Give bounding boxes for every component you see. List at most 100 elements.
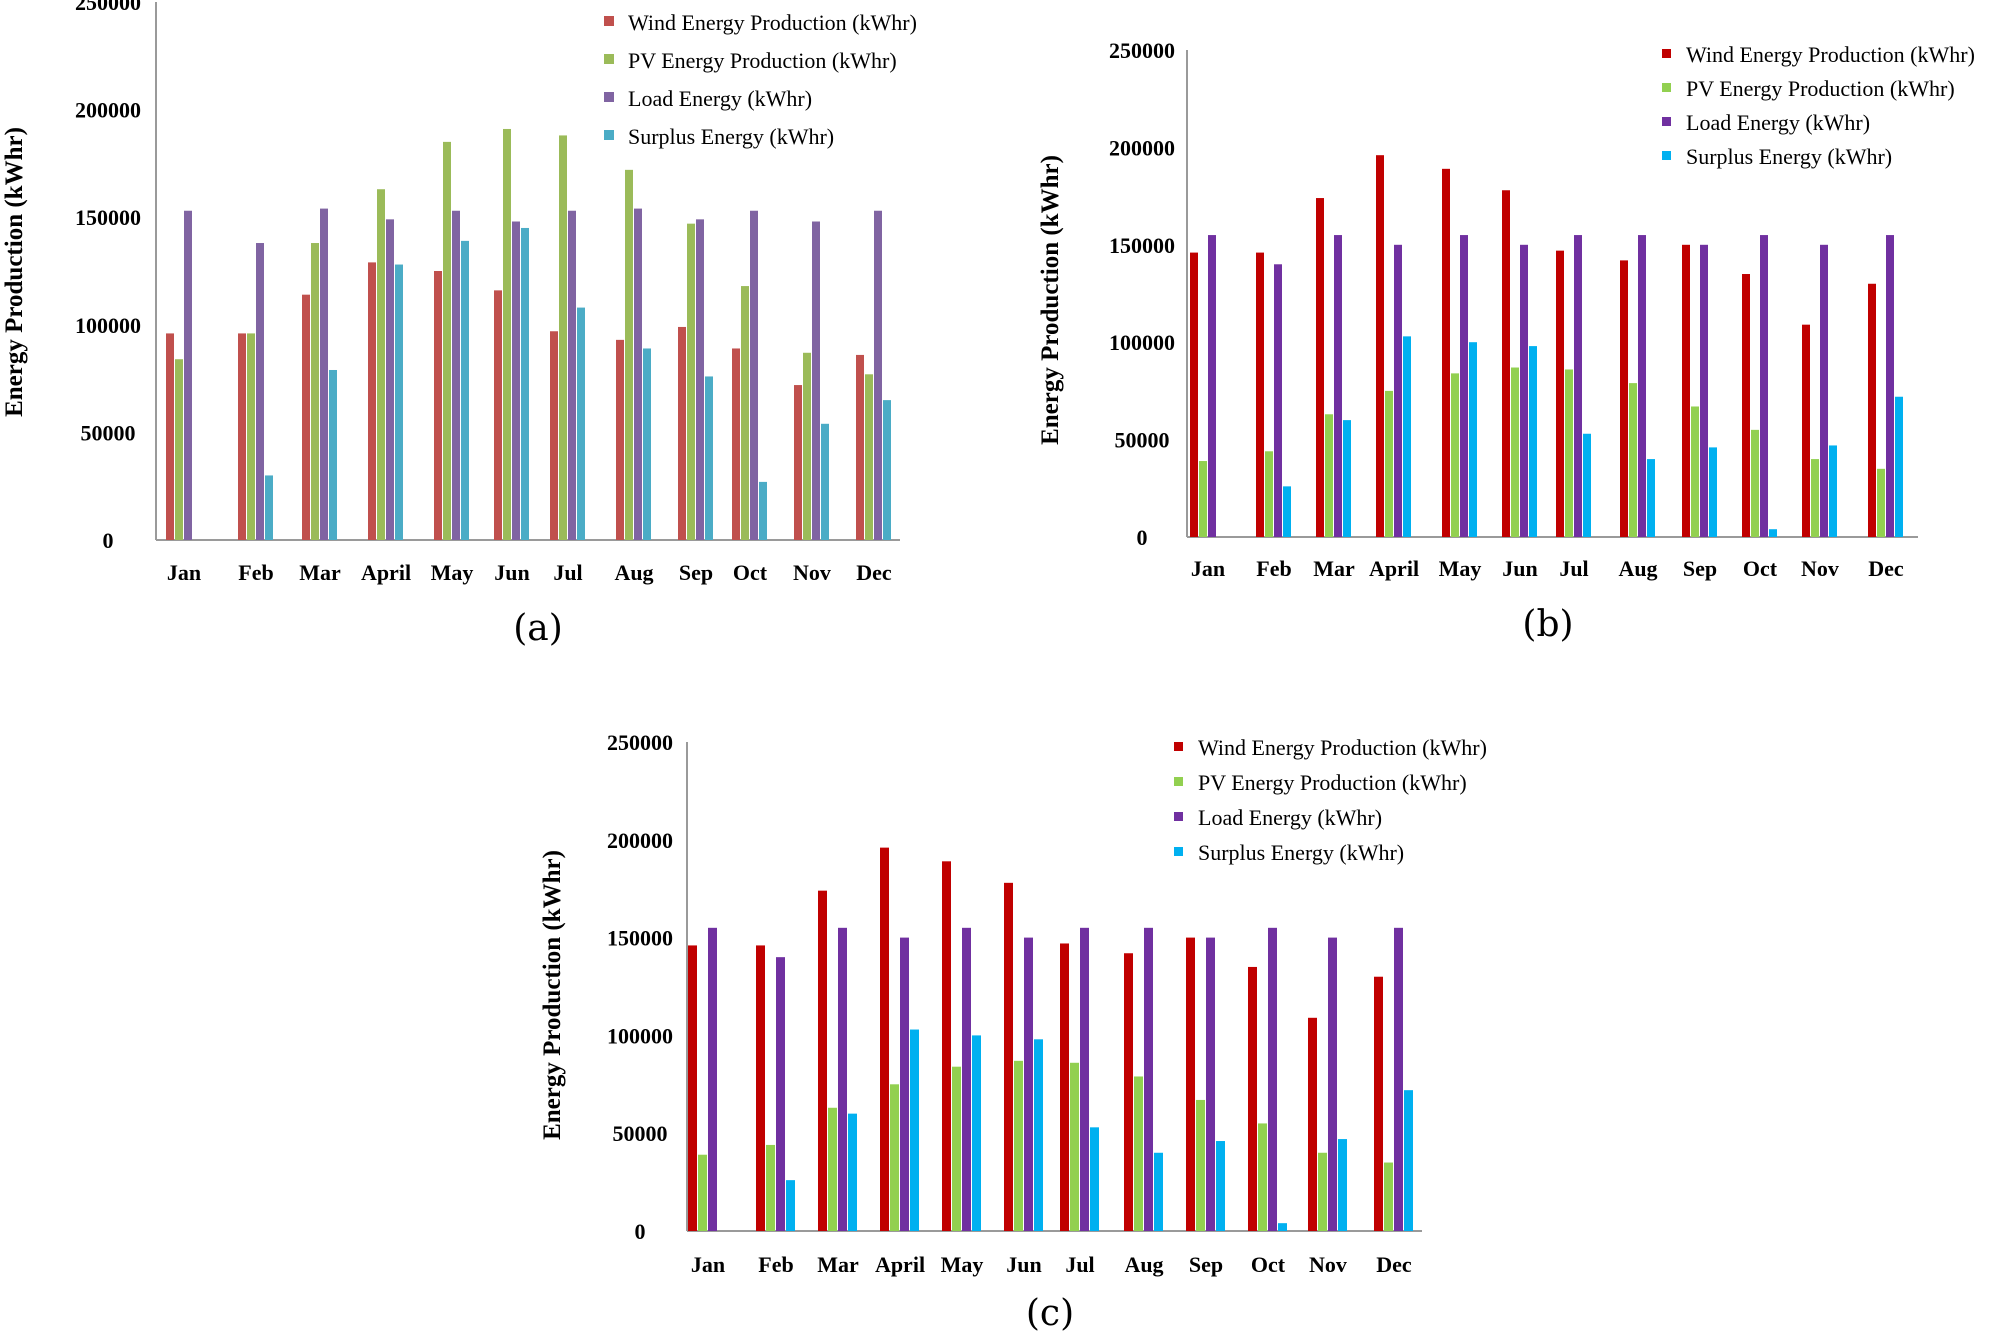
- bar-b-s2-Sep: [1700, 244, 1708, 538]
- bar-c-s3-Feb: [786, 1180, 795, 1231]
- x-tick-label: May: [431, 560, 474, 585]
- bar-c-s2-Aug: [1144, 927, 1153, 1231]
- bar-b-s3-Jul: [1583, 433, 1591, 537]
- bar-a-s3-Nov: [821, 423, 829, 540]
- y-tick-label: 50000: [613, 1121, 668, 1146]
- bar-a-s1-April: [377, 189, 385, 540]
- caption-a: (a): [513, 608, 563, 649]
- bar-a-s0-Mar: [302, 294, 310, 540]
- bar-a-s3-Oct: [759, 481, 767, 540]
- bar-a-s0-May: [434, 271, 442, 540]
- x-tick-label: Aug: [614, 560, 653, 585]
- bar-b-s1-May: [1451, 373, 1459, 537]
- bar-a-s1-Mar: [311, 243, 319, 541]
- bar-a-s1-Nov: [803, 352, 811, 540]
- bar-b-s3-May: [1469, 342, 1477, 537]
- bar-b-s2-Jun: [1520, 244, 1528, 538]
- legend-label: Surplus Energy (kWhr): [1198, 840, 1404, 865]
- y-tick-label: 150000: [1109, 233, 1175, 258]
- legend-label: Load Energy (kWhr): [1686, 110, 1870, 135]
- bar-a-s0-Jul: [550, 331, 558, 540]
- y-tick-label: 150000: [607, 926, 673, 951]
- bar-b-s0-Feb: [1256, 252, 1264, 538]
- x-tick-label: Jan: [1191, 556, 1225, 581]
- bar-b-s3-Dec: [1895, 396, 1903, 537]
- bar-b-s2-Dec: [1886, 235, 1894, 537]
- x-tick-label: Oct: [1251, 1252, 1286, 1277]
- bar-b-s1-Aug: [1629, 383, 1637, 537]
- bar-c-s3-Dec: [1404, 1090, 1413, 1231]
- x-tick-label: Oct: [1743, 556, 1778, 581]
- bar-a-s3-Aug: [643, 348, 651, 540]
- bar-c-s1-Jan: [698, 1154, 707, 1231]
- legend-swatch: [1662, 151, 1671, 160]
- bar-c-s2-Jun: [1024, 937, 1033, 1231]
- bar-b-s2-Oct: [1760, 235, 1768, 537]
- bar-c-s0-April: [880, 847, 889, 1231]
- bar-b-s0-April: [1376, 155, 1384, 537]
- legend-swatch: [604, 54, 614, 64]
- x-tick-label: Jun: [1006, 1252, 1041, 1277]
- x-tick-label: Aug: [1618, 556, 1657, 581]
- y-tick-label: 50000: [81, 420, 136, 445]
- x-tick-label: Dec: [1376, 1252, 1412, 1277]
- y-axis-title: Energy Production (kWhr): [1, 127, 28, 417]
- bar-c-s3-Mar: [848, 1113, 857, 1231]
- bar-a-s3-Jul: [577, 307, 585, 540]
- bar-b-s3-Nov: [1829, 445, 1837, 537]
- y-tick-label: 50000: [1115, 428, 1170, 453]
- bar-c-s3-Sep: [1216, 1141, 1225, 1231]
- bar-c-s1-April: [890, 1084, 899, 1231]
- y-tick-label: 150000: [75, 205, 141, 230]
- bar-c-s0-May: [942, 861, 951, 1231]
- bar-b-s2-Aug: [1638, 235, 1646, 537]
- bar-a-s0-Sep: [678, 326, 686, 540]
- bar-a-s3-Dec: [883, 400, 891, 540]
- bar-b-s2-Jul: [1574, 235, 1582, 537]
- bar-c-s3-Oct: [1278, 1223, 1287, 1231]
- bar-b-s0-Sep: [1682, 244, 1690, 538]
- bar-b-s1-Sep: [1691, 406, 1699, 537]
- bar-c-s2-Dec: [1394, 927, 1403, 1231]
- legend-label: PV Energy Production (kWhr): [628, 48, 897, 73]
- bar-c-s3-Jun: [1034, 1039, 1043, 1231]
- bar-c-s1-Feb: [766, 1144, 775, 1231]
- bar-c-s3-Jul: [1090, 1127, 1099, 1231]
- x-tick-label: Dec: [1868, 556, 1904, 581]
- x-tick-label: Jun: [494, 560, 529, 585]
- bar-c-s2-Feb: [776, 957, 785, 1231]
- bar-b-s0-Nov: [1802, 324, 1810, 537]
- bar-a-s1-Aug: [625, 169, 633, 540]
- bar-a-s1-May: [443, 141, 451, 540]
- x-tick-label: Jun: [1502, 556, 1537, 581]
- legend-swatch: [1174, 777, 1183, 786]
- bar-a-s3-Sep: [705, 376, 713, 540]
- bar-a-s2-Dec: [874, 210, 882, 540]
- bar-c-s0-Jan: [688, 945, 697, 1231]
- bar-a-s2-May: [452, 210, 460, 540]
- bar-a-s3-Feb: [265, 475, 273, 540]
- bar-a-s2-Mar: [320, 208, 328, 541]
- legend-swatch: [1174, 742, 1183, 751]
- x-tick-label: Aug: [1124, 1252, 1163, 1277]
- y-tick-label: 250000: [75, 0, 141, 15]
- bar-a-s3-April: [395, 264, 403, 540]
- legend-swatch: [1174, 812, 1183, 821]
- legend-label: Wind Energy Production (kWhr): [628, 10, 917, 35]
- bar-b-s2-Feb: [1274, 264, 1282, 537]
- bar-c-s1-Aug: [1134, 1076, 1143, 1231]
- x-tick-label: Mar: [817, 1252, 859, 1277]
- legend-swatch: [1662, 83, 1671, 92]
- y-tick-label: 250000: [607, 730, 673, 755]
- x-tick-label: Sep: [1189, 1252, 1223, 1277]
- y-tick-label: 100000: [1109, 330, 1175, 355]
- bar-a-s2-Jun: [512, 221, 520, 540]
- bar-b-s1-Nov: [1811, 459, 1819, 537]
- y-tick-label: 200000: [1109, 135, 1175, 160]
- bar-a-s2-April: [386, 219, 394, 541]
- x-tick-label: April: [361, 560, 411, 585]
- chart-panel-b: 0 50000 100000 150000 200000 250000 Energy Pro…: [1037, 38, 1975, 581]
- bar-b-s3-Feb: [1283, 486, 1291, 537]
- bar-b-s1-Jun: [1511, 367, 1519, 537]
- legend-label: PV Energy Production (kWhr): [1686, 76, 1955, 101]
